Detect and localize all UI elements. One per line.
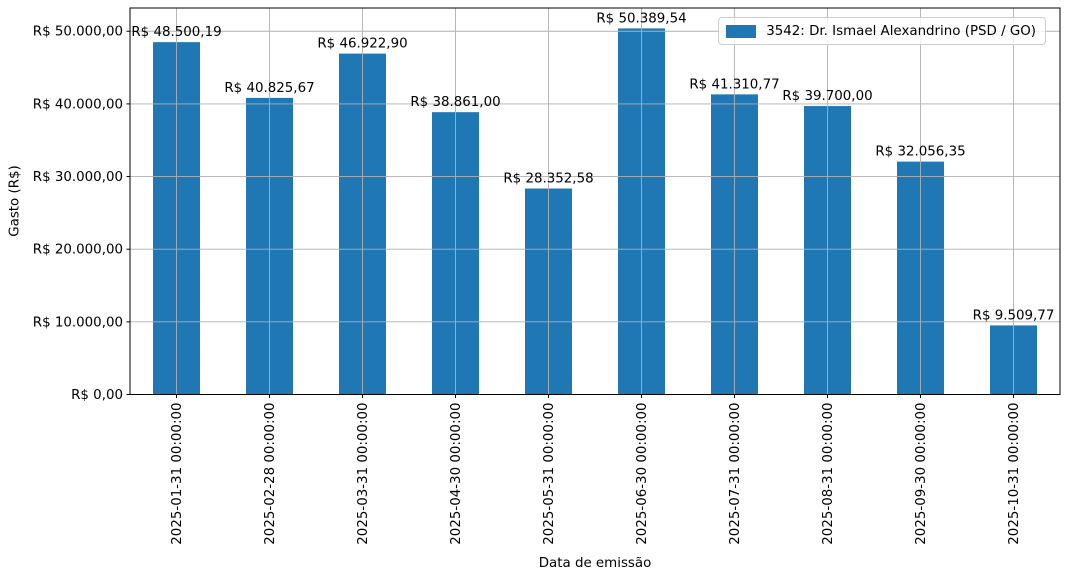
bar-value-label: R$ 48.500,19: [131, 25, 221, 40]
x-tick-label: 2025-05-31 00:00:00: [542, 403, 557, 545]
y-tick-label: R$ 10.000,00: [33, 315, 123, 330]
y-tick-label: R$ 50.000,00: [33, 25, 123, 40]
x-tick-label: 2025-06-30 00:00:00: [635, 403, 650, 545]
bar-value-label: R$ 39.700,00: [782, 89, 872, 104]
bar-value-label: R$ 40.825,67: [224, 81, 314, 96]
y-tick-label: R$ 20.000,00: [33, 243, 123, 258]
y-tick-label: R$ 30.000,00: [33, 170, 123, 185]
x-tick-label: 2025-10-31 00:00:00: [1007, 403, 1022, 545]
bar-value-label: R$ 28.352,58: [503, 172, 593, 187]
bar-value-label: R$ 32.056,35: [875, 145, 965, 160]
bar-value-label: R$ 9.509,77: [973, 308, 1055, 323]
x-tick-label: 2025-08-31 00:00:00: [821, 403, 836, 545]
x-tick-label: 2025-01-31 00:00:00: [170, 403, 185, 545]
bar-value-label: R$ 41.310,77: [689, 77, 779, 92]
legend: 3542: Dr. Ismael Alexandrino (PSD / GO): [718, 17, 1046, 45]
y-tick-label: R$ 40.000,00: [33, 97, 123, 112]
x-tick-label: 2025-04-30 00:00:00: [449, 403, 464, 545]
x-tick-label: 2025-03-31 00:00:00: [356, 403, 371, 545]
x-tick-label: 2025-02-28 00:00:00: [263, 403, 278, 545]
y-axis-label: Gasto (R$): [7, 165, 23, 237]
bar-value-label: R$ 38.861,00: [410, 95, 500, 110]
x-axis-label: Data de emissão: [538, 556, 652, 571]
x-tick-label: 2025-09-30 00:00:00: [914, 403, 929, 545]
legend-swatch: [726, 24, 757, 38]
plot-border: [129, 7, 1061, 395]
y-tick-label: R$ 0,00: [71, 388, 123, 403]
bar-value-label: R$ 46.922,90: [317, 37, 407, 52]
x-tick-label: 2025-07-31 00:00:00: [728, 403, 743, 545]
bar-value-label: R$ 50.389,54: [596, 11, 686, 26]
legend-label: 3542: Dr. Ismael Alexandrino (PSD / GO): [766, 23, 1036, 39]
